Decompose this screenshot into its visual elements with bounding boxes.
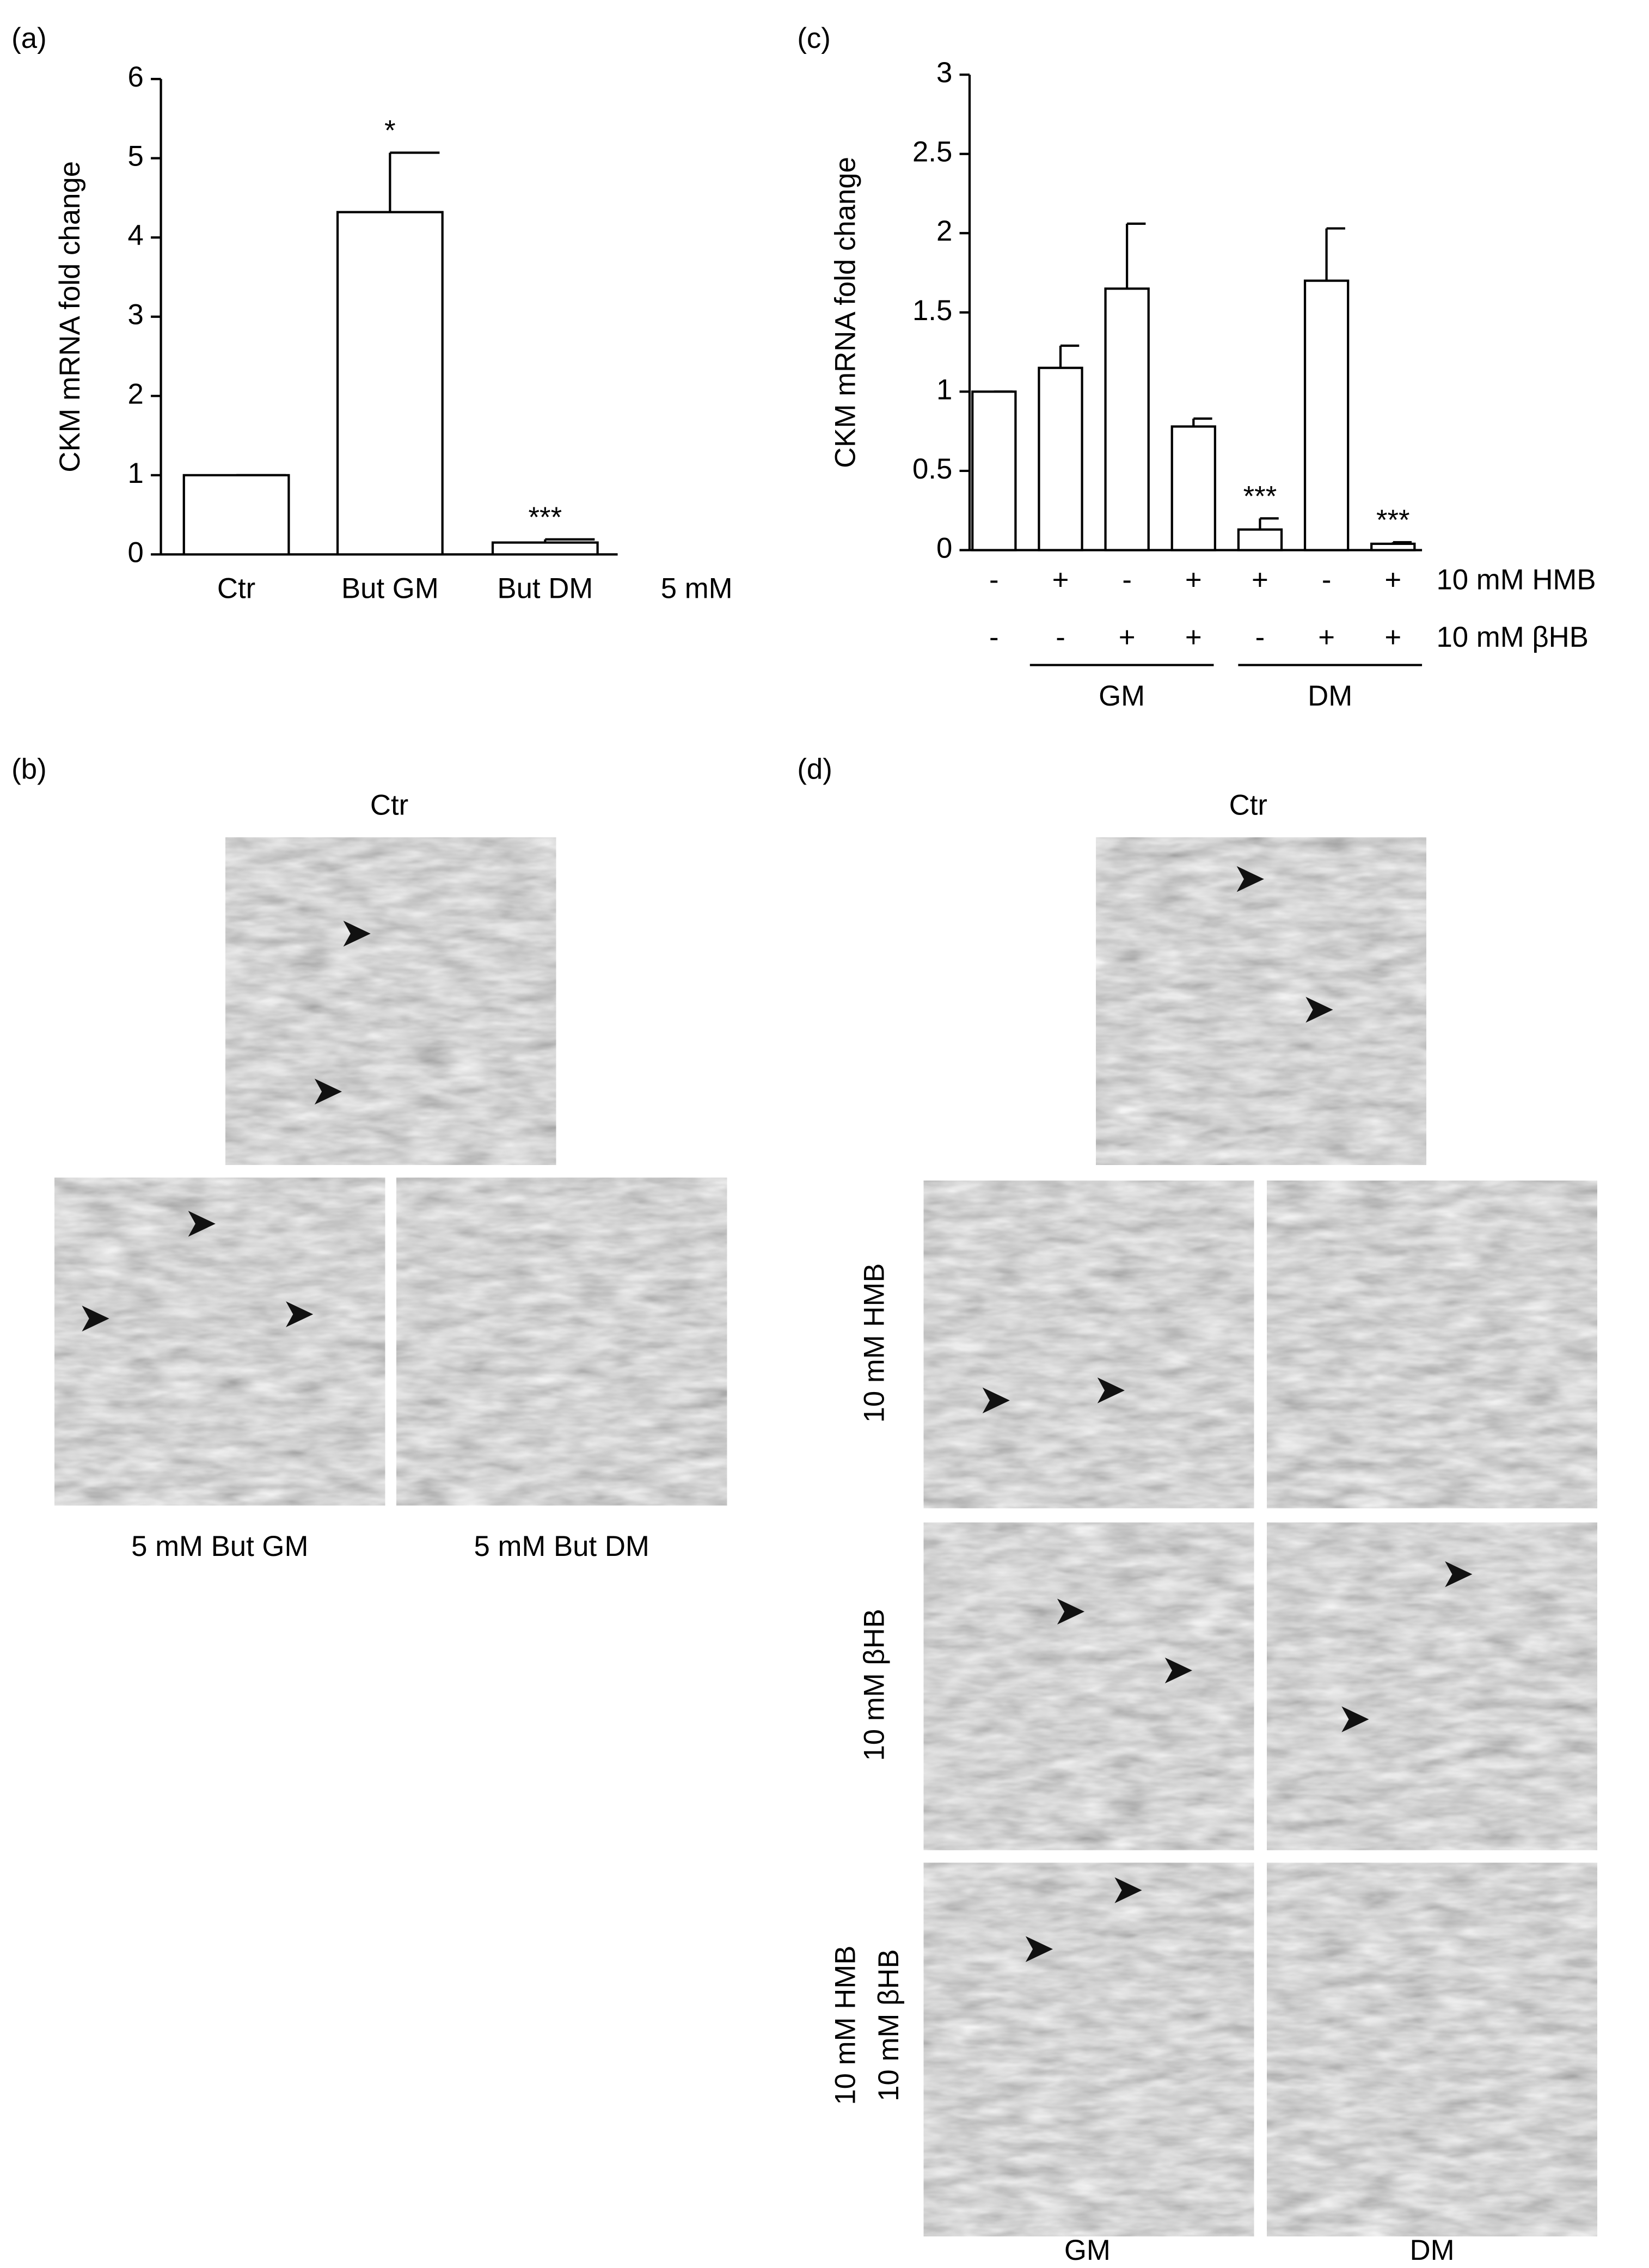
x-tick-label: Ctr — [217, 572, 255, 604]
y-tick-label: 3 — [936, 57, 952, 89]
significance: * — [384, 114, 396, 146]
micrograph — [923, 1862, 1254, 2236]
treatment-sign: + — [1318, 621, 1335, 653]
y-tick-label: 0 — [936, 532, 952, 564]
treatment-sign: + — [1384, 621, 1401, 653]
treatment-sign: + — [1052, 563, 1069, 596]
treatment-sign: + — [1185, 621, 1202, 653]
treatment-label: 10 mM HMB — [1436, 563, 1596, 596]
y-tick-label: 6 — [128, 61, 144, 93]
micrograph — [1267, 1180, 1597, 1509]
micrograph — [1096, 837, 1426, 1165]
y-tick-label: 0 — [128, 536, 144, 568]
panel-label: (d) — [797, 753, 832, 786]
micrograph — [1267, 1522, 1597, 1850]
y-tick-label: 0.5 — [912, 453, 952, 485]
treatment-sign: - — [1255, 621, 1265, 653]
row-label: 10 mM βHB — [873, 1949, 905, 2101]
arrowhead — [1025, 1936, 1053, 1963]
treatment-sign: + — [1252, 563, 1268, 596]
image-label: Ctr — [1229, 789, 1267, 822]
condition-label: 5 mM — [661, 572, 733, 604]
y-tick-label: 1 — [128, 457, 144, 489]
panel-label: (a) — [11, 22, 46, 54]
micrograph — [225, 837, 556, 1165]
image-label: Ctr — [370, 789, 408, 822]
image-caption: 5 mM But DM — [474, 1530, 649, 1562]
x-tick-label: But DM — [497, 572, 593, 604]
group-label: GM — [1099, 680, 1145, 712]
treatment-sign: - — [1056, 621, 1065, 653]
image-caption: 5 mM But GM — [131, 1530, 308, 1562]
bar — [1370, 542, 1416, 551]
y-tick-label: 4 — [128, 219, 144, 252]
bar — [491, 541, 599, 556]
arrowhead — [188, 1211, 216, 1237]
micrograph — [1267, 1862, 1597, 2236]
micrograph — [923, 1522, 1254, 1850]
significance: *** — [1376, 504, 1410, 536]
column-label: GM — [1064, 2234, 1111, 2266]
y-axis-label: CKM mRNA fold change — [54, 161, 86, 473]
arrowhead — [1341, 1706, 1369, 1732]
treatment-sign: - — [989, 621, 999, 653]
arrowhead — [1114, 1877, 1142, 1903]
row-label: 10 mM HMB — [858, 1263, 890, 1423]
arrowhead — [982, 1387, 1010, 1414]
treatment-sign: - — [1122, 563, 1132, 596]
arrowhead — [1057, 1598, 1085, 1625]
micrograph — [923, 1180, 1254, 1509]
y-tick-label: 1 — [936, 373, 952, 406]
panel-label: (b) — [11, 753, 46, 786]
treatment-sign: - — [1322, 563, 1332, 596]
treatment-sign: + — [1185, 563, 1202, 596]
panel-label: (c) — [797, 22, 831, 54]
group-label: DM — [1308, 680, 1352, 712]
significance: *** — [529, 501, 562, 534]
arrowhead — [343, 921, 371, 947]
arrowhead — [1097, 1377, 1125, 1403]
bar — [1303, 279, 1350, 551]
treatment-label: 10 mM βHB — [1436, 621, 1589, 653]
arrowhead — [82, 1305, 109, 1332]
arrowhead — [1164, 1657, 1192, 1684]
bar — [971, 390, 1017, 551]
y-axis-label: CKM mRNA fold change — [830, 157, 862, 468]
y-tick-label: 5 — [128, 140, 144, 173]
column-label: DM — [1410, 2234, 1455, 2266]
y-tick-label: 2 — [128, 378, 144, 410]
row-label: 10 mM βHB — [858, 1609, 890, 1761]
treatment-sign: + — [1384, 563, 1401, 596]
bar — [1237, 528, 1283, 551]
arrowhead — [286, 1301, 314, 1327]
arrowhead — [1445, 1561, 1473, 1587]
bar — [336, 211, 444, 556]
x-tick-label: But GM — [341, 572, 439, 604]
treatment-sign: - — [989, 563, 999, 596]
y-tick-label: 1.5 — [912, 295, 952, 327]
y-tick-label: 3 — [128, 299, 144, 331]
treatment-sign: + — [1119, 621, 1136, 653]
arrowhead — [314, 1078, 342, 1105]
bar — [1170, 425, 1216, 551]
bar — [1104, 287, 1150, 551]
y-tick-label: 2.5 — [912, 136, 952, 168]
bar — [1038, 366, 1083, 551]
bar — [182, 474, 290, 556]
micrograph — [54, 1178, 385, 1506]
arrowhead — [1236, 866, 1264, 892]
significance: *** — [1243, 480, 1277, 512]
row-label: 10 mM HMB — [830, 1946, 862, 2105]
micrograph — [396, 1178, 727, 1506]
arrowhead — [1305, 997, 1333, 1023]
y-tick-label: 2 — [936, 215, 952, 247]
